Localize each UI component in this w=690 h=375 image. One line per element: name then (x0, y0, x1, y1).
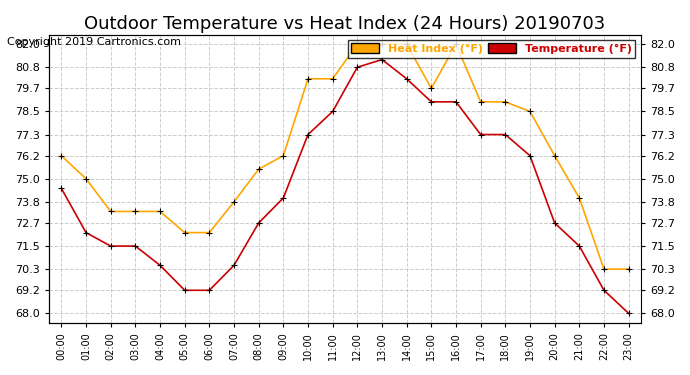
Text: Copyright 2019 Cartronics.com: Copyright 2019 Cartronics.com (7, 37, 181, 47)
Legend: Heat Index (°F), Temperature (°F): Heat Index (°F), Temperature (°F) (348, 40, 635, 57)
Title: Outdoor Temperature vs Heat Index (24 Hours) 20190703: Outdoor Temperature vs Heat Index (24 Ho… (84, 15, 606, 33)
